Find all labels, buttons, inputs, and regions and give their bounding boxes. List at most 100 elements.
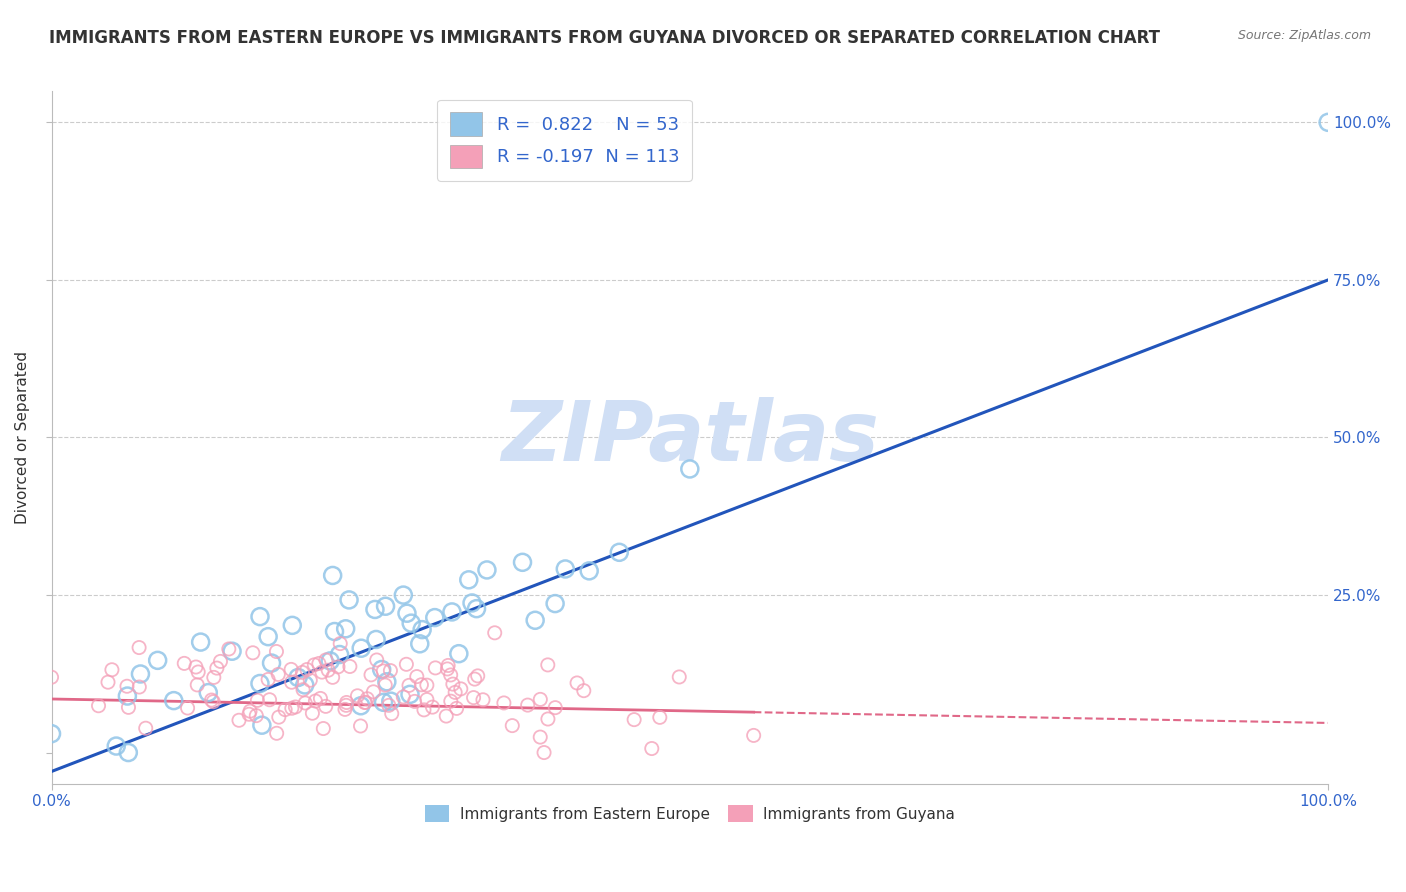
Point	[363, 685, 385, 699]
Point	[299, 673, 322, 688]
Point	[309, 691, 332, 706]
Point	[464, 672, 486, 686]
Point	[648, 710, 671, 724]
Point	[218, 642, 240, 657]
Point	[461, 596, 484, 610]
Point	[128, 640, 150, 655]
Point	[533, 746, 555, 760]
Point	[364, 632, 387, 647]
Point	[292, 682, 315, 697]
Point	[440, 605, 463, 619]
Point	[287, 671, 309, 685]
Point	[322, 568, 344, 582]
Point	[41, 670, 63, 684]
Point	[200, 693, 222, 707]
Point	[399, 687, 422, 701]
Point	[668, 670, 690, 684]
Point	[537, 657, 560, 672]
Point	[101, 663, 124, 677]
Point	[440, 694, 463, 708]
Point	[304, 694, 326, 708]
Point	[246, 693, 269, 707]
Point	[398, 678, 420, 692]
Point	[437, 658, 460, 673]
Point	[399, 616, 422, 631]
Point	[115, 679, 138, 693]
Point	[350, 641, 373, 656]
Point	[395, 606, 418, 620]
Point	[97, 675, 120, 690]
Point	[105, 739, 128, 753]
Point	[516, 698, 538, 712]
Point	[294, 678, 316, 692]
Point	[291, 665, 314, 680]
Point	[434, 709, 457, 723]
Point	[373, 695, 395, 709]
Point	[280, 662, 302, 676]
Point	[349, 719, 371, 733]
Point	[742, 728, 765, 742]
Point	[354, 695, 377, 709]
Point	[405, 670, 427, 684]
Point	[315, 699, 337, 714]
Point	[333, 702, 356, 716]
Point	[323, 624, 346, 639]
Point	[329, 648, 352, 662]
Point	[512, 555, 534, 569]
Point	[554, 562, 576, 576]
Point	[413, 703, 436, 717]
Point	[266, 726, 288, 740]
Point	[378, 698, 401, 713]
Point	[381, 706, 404, 721]
Point	[565, 676, 588, 690]
Point	[319, 654, 342, 668]
Point	[163, 693, 186, 707]
Point	[472, 693, 495, 707]
Point	[440, 668, 463, 682]
Point	[366, 653, 388, 667]
Point	[274, 703, 297, 717]
Point	[457, 573, 479, 587]
Point	[447, 647, 470, 661]
Point	[280, 675, 302, 690]
Point	[484, 625, 506, 640]
Point	[205, 661, 228, 675]
Point	[202, 670, 225, 684]
Point	[197, 685, 219, 699]
Point	[308, 657, 330, 671]
Point	[249, 676, 271, 690]
Point	[239, 704, 262, 718]
Point	[346, 689, 368, 703]
Point	[173, 657, 195, 671]
Point	[465, 601, 488, 615]
Point	[184, 660, 207, 674]
Point	[187, 665, 209, 679]
Point	[529, 692, 551, 706]
Point	[129, 667, 152, 681]
Point	[267, 667, 290, 681]
Point	[360, 668, 382, 682]
Point	[374, 599, 396, 614]
Point	[544, 700, 567, 714]
Point	[380, 664, 402, 678]
Point	[117, 746, 139, 760]
Point	[249, 609, 271, 624]
Point	[186, 678, 208, 692]
Point	[221, 644, 243, 658]
Point	[257, 630, 280, 644]
Point	[117, 689, 139, 703]
Point	[242, 646, 264, 660]
Point	[422, 700, 444, 714]
Point	[284, 700, 307, 714]
Point	[679, 462, 702, 476]
Point	[176, 701, 198, 715]
Point	[295, 663, 318, 677]
Text: IMMIGRANTS FROM EASTERN EUROPE VS IMMIGRANTS FROM GUYANA DIVORCED OR SEPARATED C: IMMIGRANTS FROM EASTERN EUROPE VS IMMIGR…	[49, 29, 1160, 46]
Point	[467, 669, 489, 683]
Point	[416, 692, 439, 706]
Point	[209, 655, 232, 669]
Point	[411, 678, 433, 692]
Point	[304, 657, 326, 672]
Point	[311, 665, 333, 679]
Point	[1317, 115, 1340, 129]
